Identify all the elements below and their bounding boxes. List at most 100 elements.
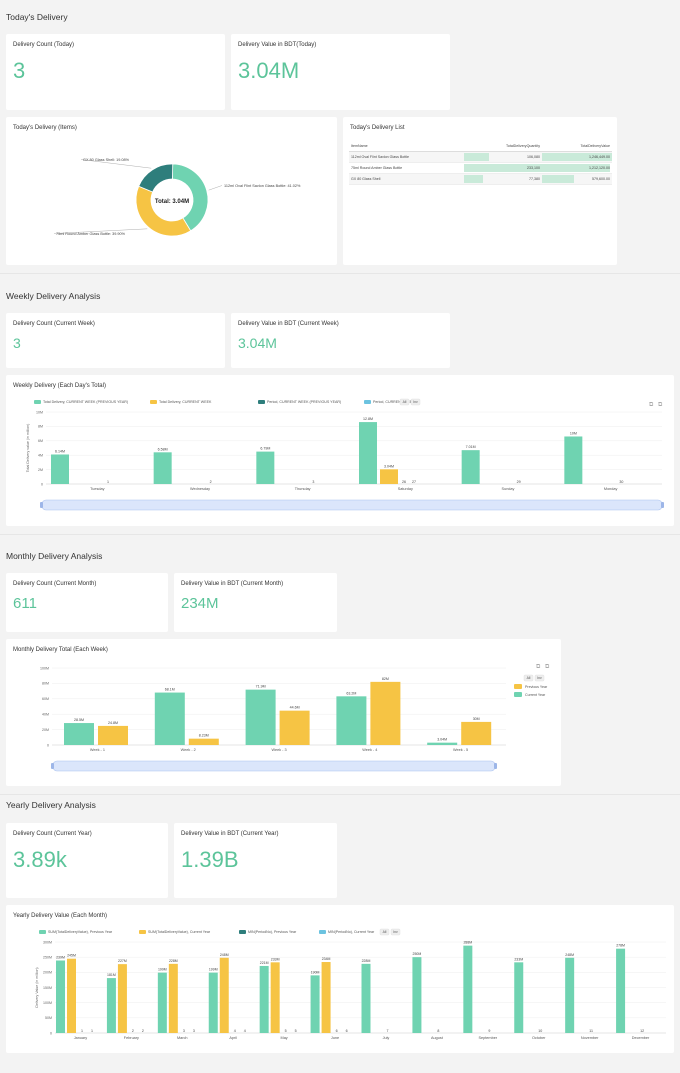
legend-button[interactable]	[399, 398, 410, 406]
legend-swatch[interactable]	[514, 684, 522, 689]
bar[interactable]	[56, 960, 65, 1033]
weekly-chart-title: Weekly Delivery (Each Day's Total)	[13, 383, 106, 389]
bar[interactable]	[98, 725, 128, 745]
monthly-value-value: 234M	[181, 595, 219, 612]
legend-swatch[interactable]	[319, 930, 326, 934]
legend-swatch[interactable]	[364, 400, 371, 404]
legend-swatch[interactable]	[258, 400, 265, 404]
download-icon[interactable]: ⧉	[658, 402, 663, 408]
legend-button-label[interactable]: All	[383, 930, 387, 934]
bar[interactable]	[336, 696, 367, 745]
bar[interactable]	[64, 723, 94, 745]
legend-item[interactable]: SUM(TotalDeliveryValue), Previous Year	[48, 930, 113, 934]
bar[interactable]	[117, 964, 127, 1033]
bar[interactable]	[616, 948, 626, 1033]
legend-button[interactable]	[410, 398, 421, 406]
bar[interactable]	[168, 963, 178, 1033]
bar[interactable]	[153, 452, 172, 484]
legend-button-label[interactable]: All	[403, 400, 407, 404]
table-row[interactable]: GX 80 Glass Shell 77,380 579,600.00	[349, 173, 612, 185]
legend-button[interactable]	[523, 674, 534, 682]
legend-item[interactable]: MIN(PeriodNo), Current Year	[328, 930, 375, 934]
y-tick-label: 4M	[38, 454, 43, 458]
bar[interactable]	[565, 957, 575, 1033]
bar[interactable]	[310, 975, 320, 1033]
x-tick-label: February	[124, 1036, 139, 1040]
table-row[interactable]: 75ml Round Amber Glass Bottle 233,100 1,21…	[349, 162, 612, 174]
legend-item[interactable]: Period, CURRENT WEEK (PREVIOUS YEAR)	[267, 400, 341, 404]
bar[interactable]	[188, 738, 219, 745]
y-tick-label: 300M	[43, 940, 52, 944]
col-header-qty[interactable]: TotalDeliveryQuantity	[464, 141, 542, 152]
bar[interactable]	[461, 721, 492, 745]
legend-button-label[interactable]: Inv	[537, 676, 542, 680]
bar[interactable]	[67, 958, 76, 1033]
legend-swatch[interactable]	[34, 400, 41, 404]
bar[interactable]	[208, 972, 218, 1033]
yearly-count-card: Delivery Count (Current Year) 3.89k	[6, 823, 168, 898]
bar[interactable]	[463, 945, 473, 1033]
bar[interactable]	[427, 742, 458, 745]
col-header-item[interactable]: ItemName	[349, 141, 464, 152]
bar[interactable]	[412, 957, 422, 1033]
zoom-reset-icon[interactable]: ⧉	[536, 664, 541, 670]
bar[interactable]	[157, 972, 167, 1033]
bar[interactable]	[564, 436, 583, 484]
legend-item[interactable]: SUM(TotalDeliveryValue), Current Year	[148, 930, 211, 934]
legend-button-label[interactable]: Inv	[413, 400, 418, 404]
legend-button[interactable]	[534, 674, 545, 682]
y-tick-label: 20M	[42, 728, 49, 732]
legend-swatch[interactable]	[239, 930, 246, 934]
bar[interactable]	[361, 963, 371, 1033]
legend-button[interactable]	[390, 928, 401, 936]
legend-button[interactable]	[379, 928, 390, 936]
legend-item[interactable]: Total Delivery, CURRENT WEEK (PREVIOUS Y…	[43, 400, 128, 404]
item-name-cell: 75ml Round Amber Glass Bottle	[349, 162, 464, 174]
pie-slice[interactable]	[138, 163, 174, 193]
bar[interactable]	[321, 962, 331, 1033]
slider-handle-right[interactable]	[661, 502, 664, 508]
value-cell: 1,246,449.00	[542, 151, 612, 163]
bar[interactable]	[106, 978, 116, 1033]
today-count-card: Delivery Count (Today) 3	[6, 34, 225, 110]
bar[interactable]	[359, 422, 377, 484]
col-header-value[interactable]: TotalDeliveryValue	[542, 141, 612, 152]
zoom-slider[interactable]	[52, 760, 496, 772]
bar[interactable]	[380, 469, 398, 484]
bar[interactable]	[51, 454, 69, 484]
bar[interactable]	[461, 450, 480, 484]
legend-swatch[interactable]	[39, 930, 46, 934]
period-label: 10	[538, 1029, 542, 1033]
data-label: 239M	[56, 956, 65, 960]
data-bar	[464, 152, 489, 161]
pie-slice[interactable]	[135, 185, 192, 237]
bar[interactable]	[370, 681, 401, 745]
slider-handle-right[interactable]	[494, 763, 497, 769]
legend-item[interactable]: Current Year	[525, 693, 546, 697]
slider-handle-left[interactable]	[40, 502, 43, 508]
download-icon[interactable]: ⧉	[545, 664, 550, 670]
bar[interactable]	[259, 965, 269, 1033]
table-row[interactable]: 112ml Oval Flint Savlon Glass Bottle 106,…	[349, 151, 612, 163]
bar[interactable]	[256, 451, 275, 484]
bar[interactable]	[270, 962, 280, 1033]
bar[interactable]	[279, 710, 310, 745]
slider-handle-left[interactable]	[51, 763, 54, 769]
period-label: 1	[107, 480, 109, 484]
legend-item[interactable]: Period, CURRENT WEEK	[373, 400, 415, 404]
legend-item[interactable]: Previous Year	[525, 685, 548, 689]
legend-button-label[interactable]: All	[527, 676, 531, 680]
period-label: 29	[517, 480, 521, 484]
legend-item[interactable]: Total Delivery, CURRENT WEEK	[159, 400, 212, 404]
bar[interactable]	[514, 962, 524, 1033]
legend-swatch[interactable]	[139, 930, 146, 934]
bar[interactable]	[245, 689, 276, 745]
legend-item[interactable]: MIN(PeriodNo), Previous Year	[248, 930, 297, 934]
legend-swatch[interactable]	[514, 692, 522, 697]
legend-swatch[interactable]	[150, 400, 157, 404]
bar[interactable]	[154, 692, 185, 745]
zoom-slider[interactable]	[41, 499, 663, 511]
bar[interactable]	[219, 957, 229, 1033]
legend-button-label[interactable]: Inv	[393, 930, 398, 934]
zoom-reset-icon[interactable]: ⧉	[649, 402, 654, 408]
